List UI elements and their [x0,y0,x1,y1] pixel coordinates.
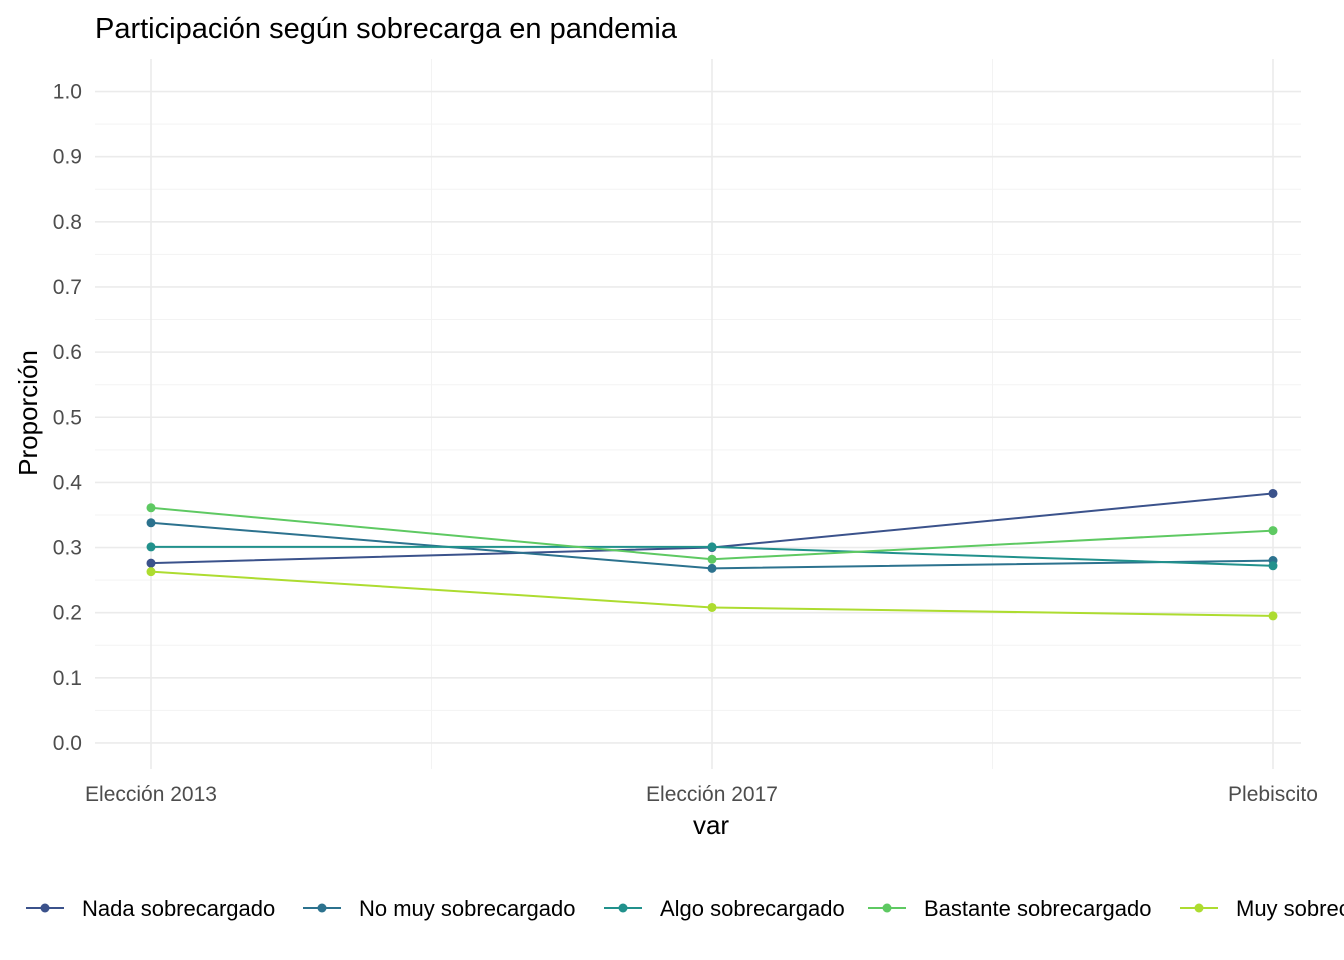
legend-label: Muy sobrecargado [1236,896,1344,921]
x-tick-label: Elección 2017 [646,783,778,806]
y-tick-label: 0.7 [53,276,82,299]
y-tick-label: 0.0 [53,732,82,755]
legend-key-point [1194,903,1204,913]
grid [95,59,1301,769]
data-point [1268,611,1278,621]
data-point [146,567,156,577]
legend-item: Bastante sobrecargado [868,896,1152,921]
legend-label: Bastante sobrecargado [924,896,1152,921]
y-tick-label: 0.9 [53,146,82,169]
chart-title: Participación según sobrecarga en pandem… [95,13,678,45]
series-2 [146,542,1278,571]
data-point [1268,526,1278,536]
data-point [146,503,156,513]
x-axis-title: var [693,810,729,840]
data-point [707,602,717,612]
legend-label: Nada sobrecargado [82,896,275,921]
legend-key-point [40,903,50,913]
y-tick-label: 0.5 [53,406,82,429]
y-tick-label: 0.8 [53,211,82,234]
legend-item: Muy sobrecargado [1180,896,1344,921]
data-point [146,518,156,528]
y-tick-label: 0.4 [53,471,83,494]
y-axis-ticks: 0.0 0.1 0.2 0.3 0.4 0.5 0.6 0.7 0.8 0.9 1.0 [53,81,83,755]
series-3 [146,503,1278,564]
y-tick-label: 1.0 [53,81,82,104]
legend-label: No muy sobrecargado [359,896,575,921]
data-point [1268,561,1278,571]
y-axis-title: Proporción [13,350,43,476]
series-layer [146,488,1278,621]
data-point [146,542,156,552]
legend-item: Nada sobrecargado [26,896,275,921]
x-tick-label: Plebiscito [1228,783,1318,806]
legend-key-point [618,903,628,913]
legend-item: No muy sobrecargado [303,896,575,921]
x-axis-ticks: Elección 2013 Elección 2017 Plebiscito [85,783,1318,806]
y-tick-label: 0.6 [53,341,82,364]
data-point [707,563,717,573]
data-point [707,554,717,564]
data-point [1268,488,1278,498]
legend-key-point [317,903,327,913]
legend-key-point [882,903,892,913]
series-4 [146,567,1278,621]
data-point [707,542,717,552]
legend: Nada sobrecargado No muy sobrecargado Algo… [26,896,1344,921]
x-tick-label: Elección 2013 [85,783,217,806]
y-tick-label: 0.3 [53,537,82,560]
legend-item: Algo sobrecargado [604,896,845,921]
legend-label: Algo sobrecargado [660,896,845,921]
y-tick-label: 0.2 [53,602,82,625]
data-point [146,558,156,568]
y-tick-label: 0.1 [53,667,82,690]
